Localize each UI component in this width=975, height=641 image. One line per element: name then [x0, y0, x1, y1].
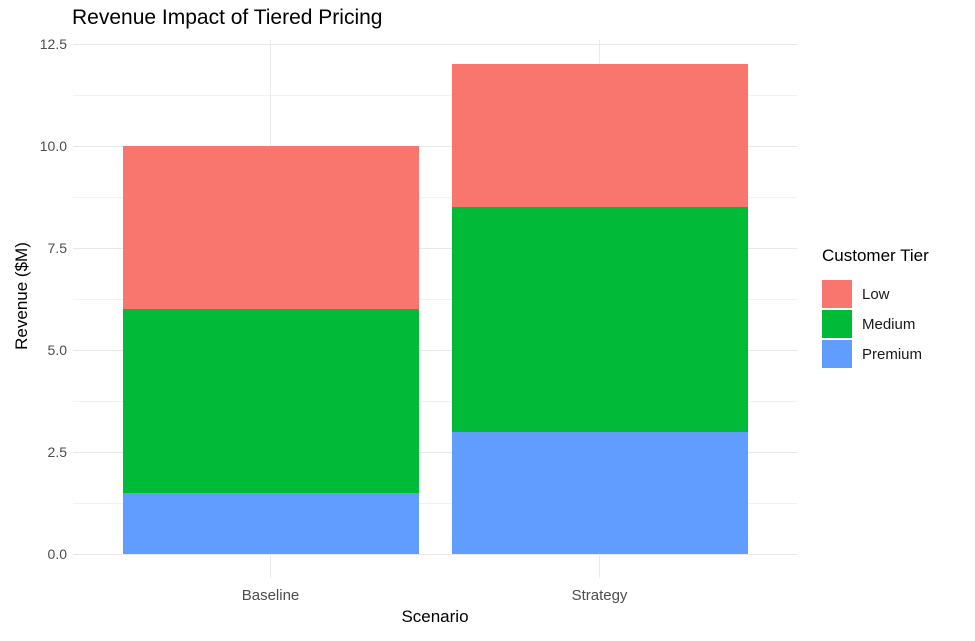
major-gridline — [73, 247, 797, 249]
y-tick-label: 2.5 — [47, 444, 67, 460]
major-gridline — [73, 553, 797, 555]
legend-swatch-medium-icon — [822, 310, 852, 338]
major-gridline — [73, 451, 797, 453]
bar-segment-baseline-premium — [122, 492, 419, 554]
major-gridline — [73, 145, 797, 147]
minor-gridline — [73, 400, 797, 402]
bar-segment-strategy-medium — [451, 207, 748, 432]
y-tick-label: 7.5 — [47, 240, 67, 256]
legend-item-low: Low — [822, 280, 929, 308]
major-gridline — [73, 349, 797, 351]
x-tick-label-baseline: Baseline — [241, 587, 300, 604]
legend-item-medium: Medium — [822, 310, 929, 338]
x-tick-label-strategy: Strategy — [571, 587, 628, 604]
legend-item-premium: Premium — [822, 340, 929, 368]
y-tick-label: 0.0 — [47, 546, 67, 562]
y-axis-title: Revenue ($M) — [12, 242, 31, 350]
legend-swatch-low-icon — [822, 280, 852, 308]
minor-gridline — [73, 502, 797, 504]
legend-items: Low Medium Premium — [822, 280, 929, 368]
legend: Customer Tier Low Medium Premium — [822, 246, 929, 370]
bar-segment-baseline-medium — [122, 309, 419, 493]
legend-label: Low — [862, 285, 890, 303]
legend-title: Customer Tier — [822, 246, 929, 265]
minor-gridline — [73, 298, 797, 300]
minor-gridline — [73, 94, 797, 96]
chart-title: Revenue Impact of Tiered Pricing — [72, 6, 383, 29]
x-axis-title: Scenario — [401, 607, 469, 626]
bar-segment-strategy-low — [451, 64, 748, 208]
legend-label: Medium — [862, 315, 916, 333]
y-tick-label: 10.0 — [39, 138, 67, 154]
bar-segment-baseline-low — [122, 146, 419, 310]
y-tick-label: 5.0 — [47, 342, 67, 358]
y-tick-label: 12.5 — [39, 36, 67, 52]
bar-segment-strategy-premium — [451, 431, 748, 554]
legend-label: Premium — [862, 345, 923, 363]
major-gridline — [73, 43, 797, 45]
legend-swatch-premium-icon — [822, 340, 852, 368]
minor-gridline — [73, 196, 797, 198]
